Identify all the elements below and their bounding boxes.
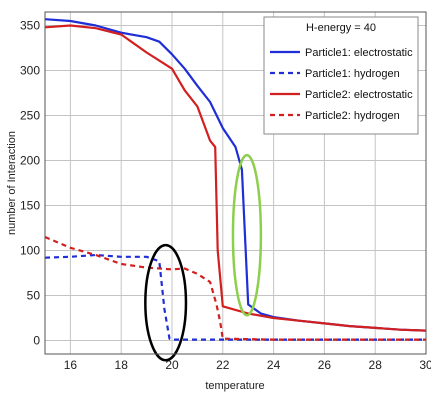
x-axis-label: temperature xyxy=(205,380,264,392)
series-line xyxy=(45,235,426,341)
x-tick-label: 16 xyxy=(64,358,78,372)
y-axis-label: number of Interaction xyxy=(6,131,18,235)
legend-label: Particle1: hydrogen xyxy=(305,68,400,80)
legend-label: Particle2: electrostatic xyxy=(305,89,413,101)
y-tick-label: 200 xyxy=(20,154,40,168)
x-tick-label: 18 xyxy=(115,358,129,372)
plot-border xyxy=(44,11,427,355)
legend-label: Particle1: electrostatic xyxy=(305,47,413,59)
legend: H-energy = 40 Particle1: electrostatic Pa… xyxy=(263,16,419,135)
y-tick-label: 50 xyxy=(27,289,41,303)
annotation-ellipse xyxy=(144,243,188,362)
x-tick-label: 28 xyxy=(369,358,383,372)
x-tick-label: 20 xyxy=(165,358,179,372)
y-tick-label: 250 xyxy=(20,109,40,123)
y-tick-label: 350 xyxy=(20,19,40,33)
series-line xyxy=(45,24,426,332)
x-tick-label: 26 xyxy=(318,358,332,372)
y-tick-label: 300 xyxy=(20,64,40,78)
x-tick-label: 30 xyxy=(419,358,431,372)
legend-label: Particle2: hydrogen xyxy=(305,110,400,122)
series-lines xyxy=(45,18,426,341)
annotation-ellipse xyxy=(231,153,263,317)
x-tick-label: 24 xyxy=(267,358,281,372)
x-tick-label: 22 xyxy=(216,358,230,372)
y-tick-label: 150 xyxy=(20,199,40,213)
annotations xyxy=(144,153,263,362)
series-line xyxy=(45,253,426,341)
y-tick-label: 100 xyxy=(20,244,40,258)
legend-title: H-energy = 40 xyxy=(306,22,376,34)
y-tick-label: 0 xyxy=(33,334,40,348)
